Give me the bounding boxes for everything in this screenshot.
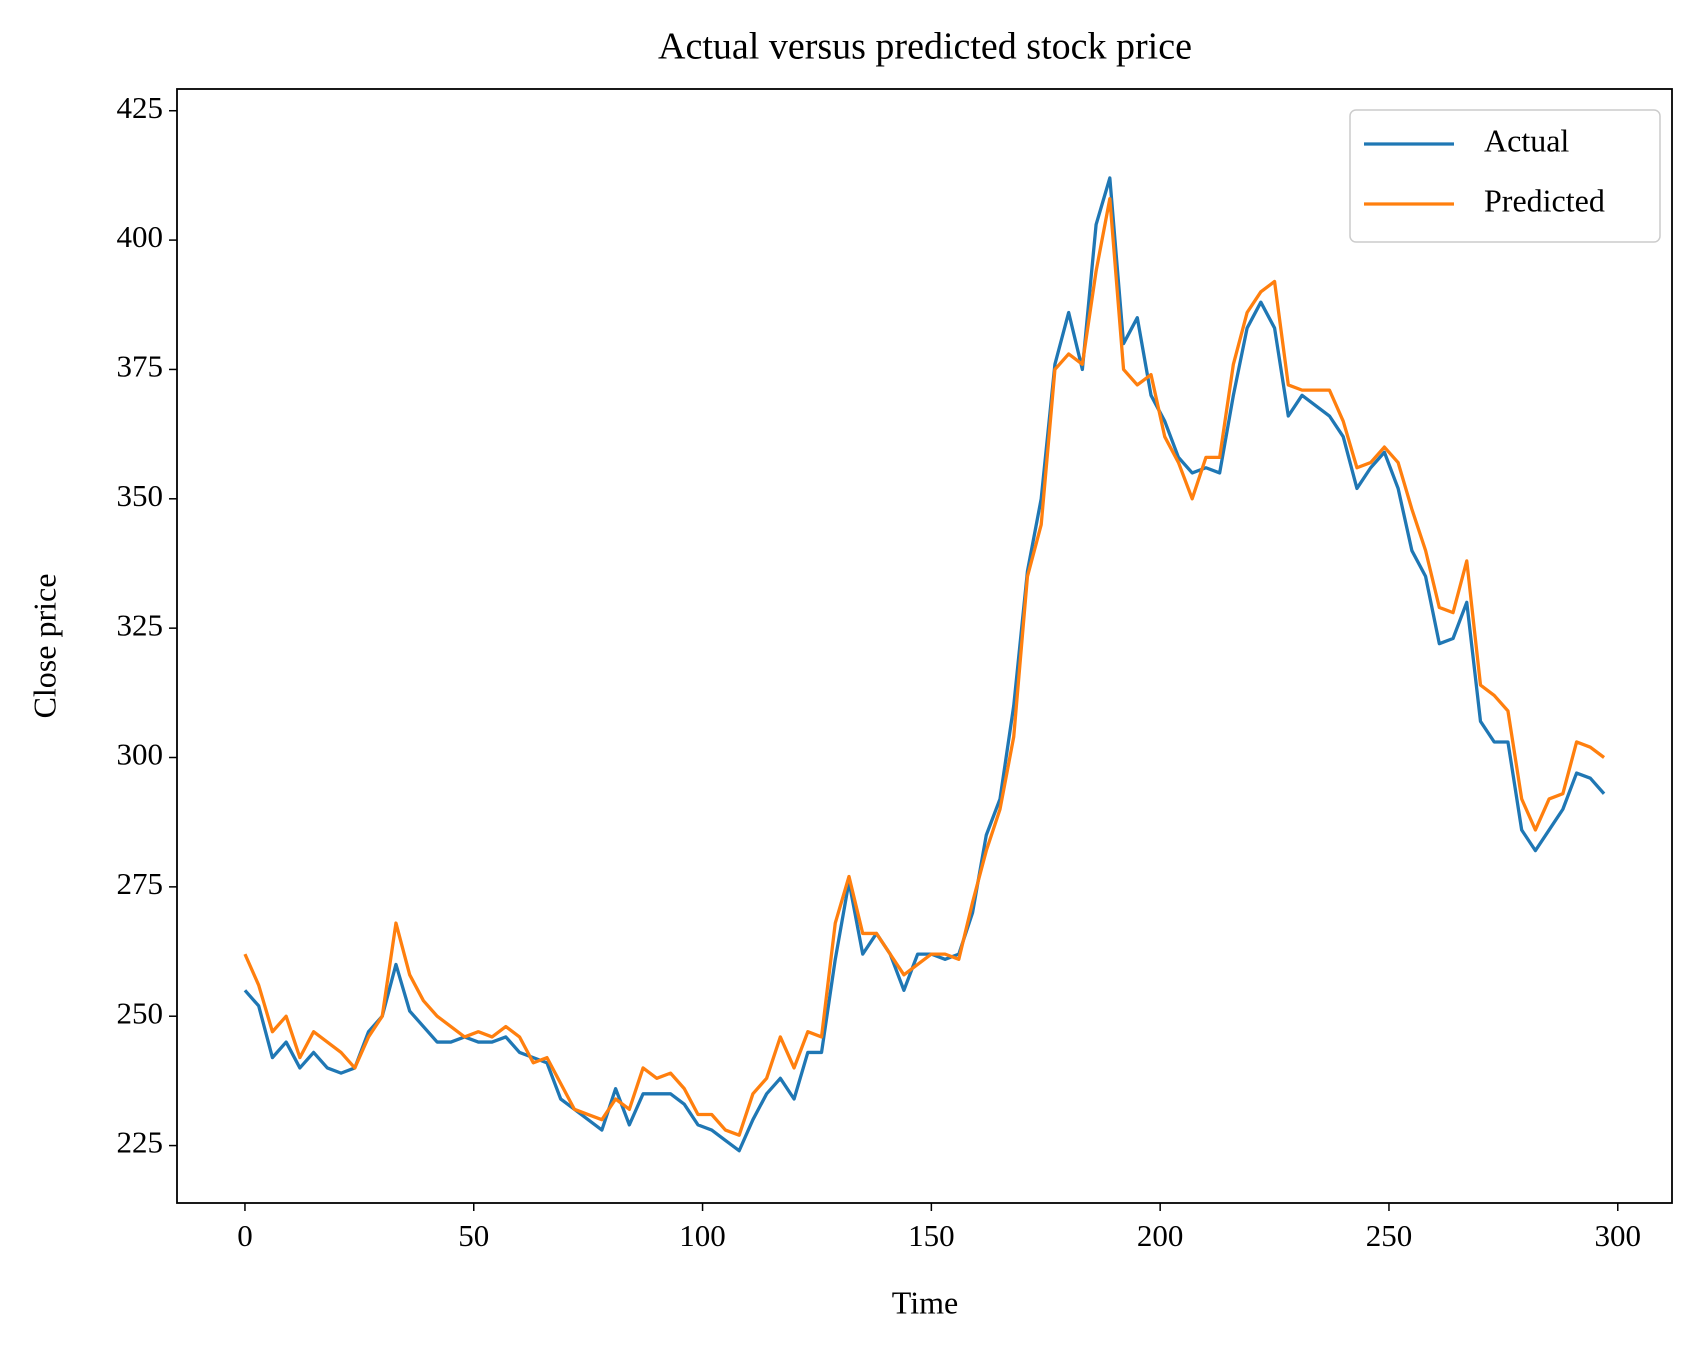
y-tick-label: 300 [117,737,164,772]
y-tick-label: 250 [117,995,164,1030]
chart-title: Actual versus predicted stock price [658,26,1192,68]
x-tick-label: 150 [908,1218,955,1253]
y-tick-label: 275 [117,866,164,901]
plot-frame [176,88,1673,1204]
x-tick-label: 200 [1137,1218,1184,1253]
series-line [243,197,1606,1137]
legend-label: Predicted [1484,182,1605,218]
x-tick-label: 250 [1366,1218,1413,1253]
y-tick-label: 400 [117,219,164,254]
y-axis-label: Close price [26,574,62,719]
x-tick-label: 0 [237,1218,253,1253]
x-tick-label: 100 [679,1218,726,1253]
y-tick-label: 325 [117,607,164,642]
y-tick-label: 425 [117,90,164,125]
y-tick-label: 225 [117,1125,164,1160]
x-tick-label: 300 [1595,1218,1642,1253]
x-tick-label: 50 [458,1218,489,1253]
legend-label: Actual [1484,122,1569,158]
series-line [243,176,1606,1153]
y-tick-label: 350 [117,478,164,513]
x-axis-label: Time [892,1284,958,1320]
y-tick-label: 375 [117,349,164,384]
